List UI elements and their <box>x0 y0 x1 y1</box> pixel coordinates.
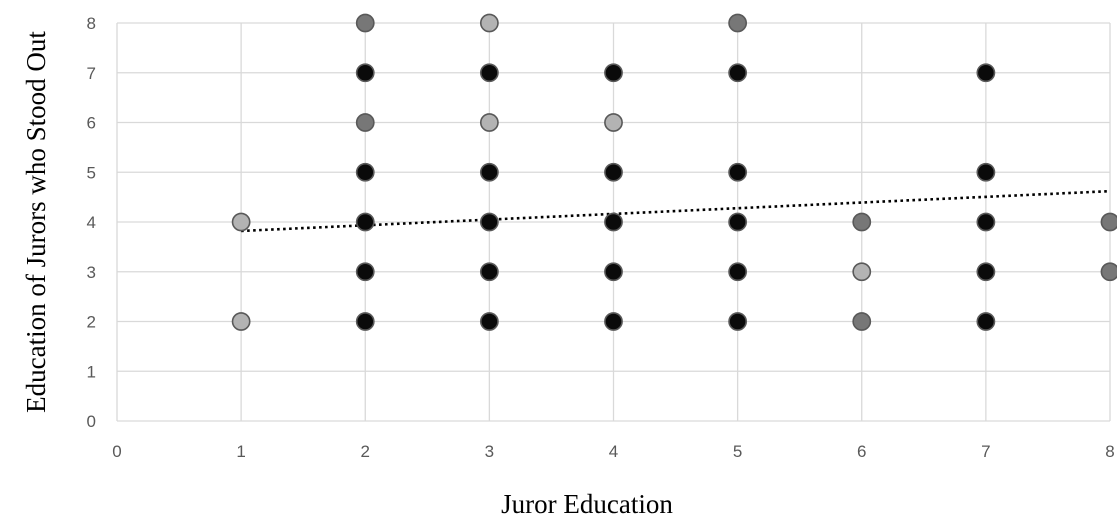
data-point <box>1100 262 1117 282</box>
x-tick-label: 0 <box>112 442 121 461</box>
y-tick-label: 5 <box>87 163 96 182</box>
x-tick-labels: 0 1 2 3 4 5 6 7 8 <box>112 442 1114 461</box>
x-tick-label: 7 <box>981 442 990 461</box>
data-point <box>852 212 872 232</box>
data-point <box>355 212 375 232</box>
x-tick-label: 3 <box>485 442 494 461</box>
data-point <box>976 312 996 331</box>
data-point <box>728 262 748 282</box>
data-point <box>604 212 623 232</box>
y-axis-title: Education of Jurors who Stood Out <box>21 31 51 413</box>
x-tick-label: 2 <box>361 442 370 461</box>
data-point <box>355 262 375 282</box>
y-tick-label: 8 <box>87 14 96 33</box>
data-point <box>728 312 748 331</box>
trendline-group <box>241 189 1111 233</box>
y-tick-label: 2 <box>87 313 96 332</box>
data-point <box>976 63 996 83</box>
data-point <box>479 212 499 232</box>
x-tick-label: 1 <box>236 442 245 461</box>
data-point <box>976 262 996 282</box>
x-tick-label: 6 <box>857 442 866 461</box>
data-point <box>231 212 251 232</box>
data-point <box>355 162 375 182</box>
x-axis-title: Juror Education <box>501 489 673 519</box>
data-point <box>479 13 499 33</box>
data-point <box>479 63 499 83</box>
x-tick-label: 4 <box>609 442 618 461</box>
data-point <box>604 162 623 182</box>
data-point <box>852 262 872 282</box>
data-point <box>728 162 748 182</box>
y-tick-label: 6 <box>87 114 96 133</box>
data-point <box>355 63 375 83</box>
data-point <box>479 262 499 282</box>
y-tick-label: 1 <box>87 362 96 381</box>
data-point <box>604 312 623 331</box>
y-tick-label: 3 <box>87 263 96 282</box>
data-point <box>604 63 623 83</box>
data-point <box>728 212 748 232</box>
y-tick-label: 7 <box>87 64 96 83</box>
data-point <box>479 162 499 182</box>
data-point <box>479 312 499 331</box>
data-point <box>976 212 996 232</box>
data-point <box>355 13 375 33</box>
data-point <box>604 262 623 282</box>
data-point <box>355 312 375 331</box>
data-point <box>728 63 748 83</box>
trendline <box>241 189 1111 233</box>
data-point <box>852 312 872 331</box>
data-point <box>355 113 375 132</box>
data-point <box>1100 212 1117 232</box>
data-point <box>728 13 748 33</box>
data-point <box>976 162 996 182</box>
x-tick-label: 5 <box>733 442 742 461</box>
y-tick-label: 4 <box>87 213 96 232</box>
data-point <box>604 113 623 132</box>
y-tick-label: 0 <box>87 412 96 431</box>
y-tick-labels: 0 1 2 3 4 5 6 7 8 <box>87 14 96 431</box>
data-point <box>479 113 499 132</box>
x-tick-label: 8 <box>1105 442 1114 461</box>
data-point <box>231 312 251 331</box>
data-points <box>231 13 1117 331</box>
